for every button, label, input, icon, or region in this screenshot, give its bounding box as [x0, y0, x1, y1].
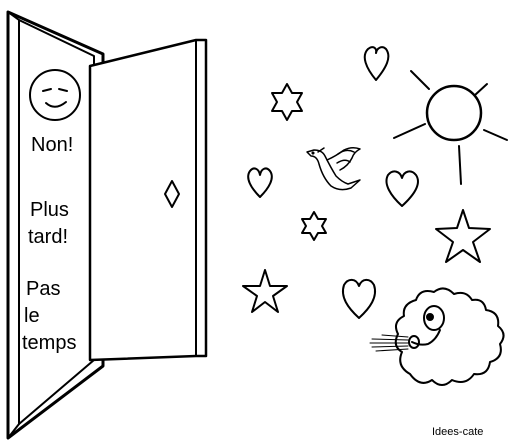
door-panel: [88, 38, 208, 362]
text-plus: Plus: [30, 199, 69, 221]
credit-label: Idees-cate: [432, 426, 484, 438]
text-temps: temps: [22, 332, 77, 354]
text-tard: tard!: [28, 226, 69, 248]
star-icon: [301, 211, 327, 241]
star-icon: [271, 83, 303, 121]
dove-icon: [306, 146, 361, 191]
star-icon: [435, 209, 491, 263]
heart-icon: [247, 167, 273, 198]
closed-face-icon: [29, 69, 81, 121]
heart-icon: [363, 46, 390, 81]
star-icon: [242, 269, 288, 313]
door-knob-icon: [164, 180, 180, 208]
sun-icon: [393, 70, 508, 185]
wind-cloud-icon: [369, 287, 505, 386]
text-non: Non!: [31, 134, 74, 156]
text-pas: Pas: [26, 278, 61, 300]
heart-icon: [385, 170, 419, 207]
heart-icon: [342, 278, 376, 319]
text-le: le: [24, 305, 40, 327]
